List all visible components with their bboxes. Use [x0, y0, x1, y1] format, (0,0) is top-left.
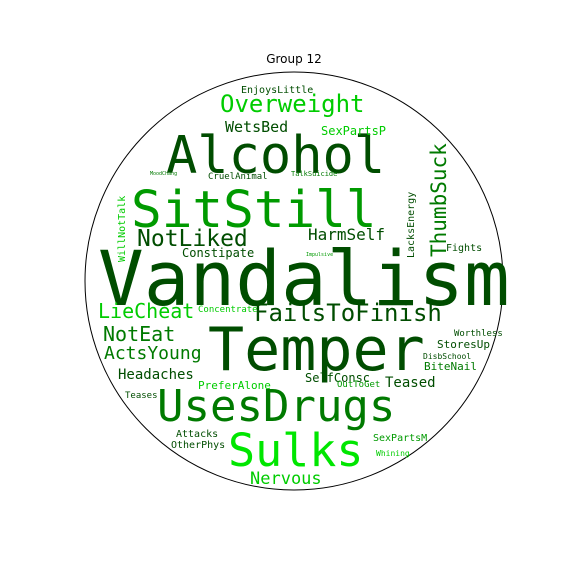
word-talksuicide: TalkSuicide: [291, 170, 337, 178]
word-concentrate: Concentrate: [198, 305, 258, 315]
word-failstofinish: FailsToFinish: [254, 299, 442, 327]
word-fights: Fights: [446, 243, 482, 254]
word-impulsive: Impulsive: [306, 252, 333, 258]
word-enjoyslittle: EnjoysLittle: [241, 85, 313, 96]
word-preferalone: PreferAlone: [198, 379, 271, 392]
word-sitstill: SitStill: [131, 181, 377, 240]
word-wetsbed: WetsBed: [225, 118, 288, 136]
word-usesdrugs: UsesDrugs: [157, 381, 395, 432]
word-lacksenergy: LacksEnergy: [406, 192, 417, 258]
word-teased: Teased: [385, 375, 436, 391]
word-notliked: NotLiked: [137, 226, 248, 252]
word-headaches: Headaches: [118, 367, 194, 383]
word-sexpartsm: SexPartsM: [373, 433, 427, 444]
word-willnottalk: WillNotTalk: [117, 196, 128, 262]
word-outtoget: OutToGet: [337, 380, 380, 390]
word-sexpartsp: SexPartsP: [321, 124, 386, 138]
word-alcohol: Alcohol: [166, 126, 385, 186]
word-storesup: StoresUp: [437, 338, 490, 351]
word-cruelanimal: CruelAnimal: [208, 172, 268, 182]
word-liecheat: LieCheat: [98, 299, 194, 323]
word-disbschool: DisbSchool: [423, 352, 471, 361]
word-cloud: VandalismTemperAlcoholSitStillUsesDrugsS…: [98, 85, 510, 489]
word-otherphys: OtherPhys: [171, 440, 225, 451]
word-thumbsuck: ThumbSuck: [427, 143, 451, 257]
word-constipate: Constipate: [182, 246, 254, 260]
word-attacks: Attacks: [176, 429, 218, 440]
word-bitenail: BiteNail: [424, 360, 477, 373]
word-noteat: NotEat: [103, 322, 175, 346]
word-teases: Teases: [125, 391, 158, 401]
word-whining: Whining: [376, 449, 410, 458]
word-cloud-boundary: [84, 71, 504, 491]
word-selfconsc: SelfConsc: [305, 371, 370, 385]
word-moodchang: MoodChang: [150, 171, 177, 177]
word-vandalism: Vandalism: [98, 234, 510, 323]
word-harmself: HarmSelf: [308, 225, 385, 244]
word-temper: Temper: [208, 315, 425, 385]
figure-title: Group 12: [266, 52, 322, 66]
word-actsyoung: ActsYoung: [104, 343, 202, 364]
word-worthless: Worthless: [454, 329, 503, 339]
word-nervous: Nervous: [250, 469, 322, 489]
word-sulks: Sulks: [228, 424, 363, 477]
word-overweight: Overweight: [220, 90, 365, 118]
